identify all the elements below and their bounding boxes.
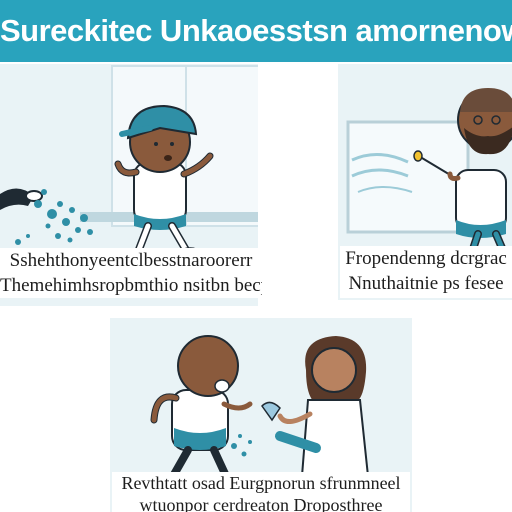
sneezing-boy-illustration: [0, 65, 258, 259]
page-title: Sureckitec Unkaoesstsn amornenow Ciatagn…: [0, 13, 512, 48]
header-banner: Sureckitec Unkaoesstsn amornenow Ciatagn…: [0, 0, 512, 62]
panel-2-caption: Fropendenng dcrgrac Nnuthaitnie ps fesee: [340, 246, 512, 298]
panel-3-caption-line-1: Revthtatt osad Eurgpnorun sfrunmneel: [121, 473, 401, 493]
panel-1-caption: Sshehthonyeentclbesstnaroorerr Themehimh…: [0, 248, 262, 298]
panel-1-caption-line-2: Themehimhsropbmthio nsitbn becps: [0, 275, 262, 296]
panel-2-caption-line-1: Fropendenng dcrgrac: [345, 248, 507, 269]
panel-3-caption-line-2: wtuonpor cerdreaton Droposthree: [139, 495, 383, 512]
panel-2-caption-line-2: Nnuthaitnie ps fesee: [348, 273, 504, 294]
panel-3-caption: Revthtatt osad Eurgpnorun sfrunmneel wtu…: [112, 472, 410, 512]
panel-1-caption-line-1: Sshehthonyeentclbesstnaroorerr: [9, 250, 253, 271]
